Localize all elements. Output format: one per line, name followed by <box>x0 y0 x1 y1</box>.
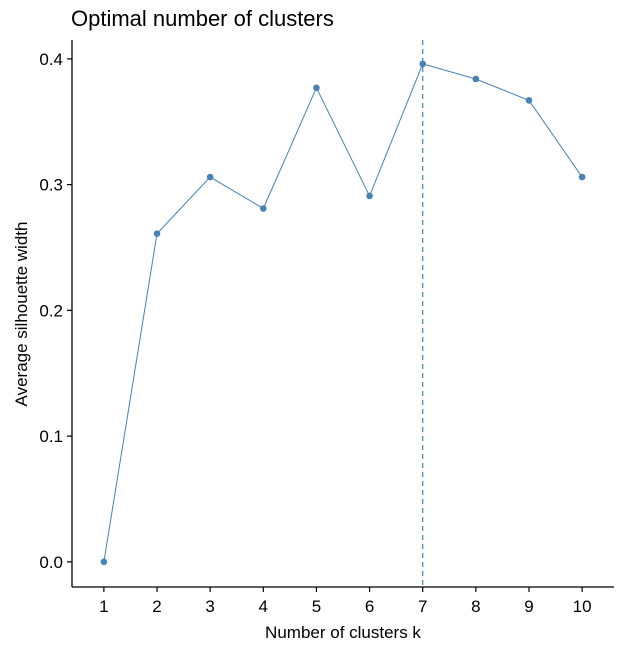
y-tick-label: 0.2 <box>39 301 63 320</box>
data-point <box>100 558 108 566</box>
x-tick-label: 8 <box>471 597 480 616</box>
y-tick-label: 0.4 <box>39 50 63 69</box>
x-tick-label: 3 <box>205 597 214 616</box>
data-point <box>578 173 586 181</box>
x-tick-label: 4 <box>259 597 268 616</box>
x-tick-label: 7 <box>418 597 427 616</box>
x-tick-label: 2 <box>152 597 161 616</box>
data-point <box>153 230 161 237</box>
x-tick-label: 10 <box>573 597 592 616</box>
y-ticks: 0.0 0.1 0.2 0.3 0.4 <box>39 50 72 572</box>
y-tick-label: 0.1 <box>39 427 63 446</box>
x-tick-label: 1 <box>99 597 108 616</box>
x-axis-title: Number of clusters k <box>265 623 421 642</box>
data-points <box>100 60 586 566</box>
data-point <box>525 97 533 104</box>
series-line <box>103 63 583 562</box>
data-point <box>366 192 373 200</box>
y-tick-label: 0.0 <box>39 553 63 572</box>
data-point <box>206 173 214 181</box>
y-tick-label: 0.3 <box>39 176 63 195</box>
data-point <box>259 205 267 212</box>
data-point <box>472 75 480 83</box>
y-axis-title: Average silhouette width <box>12 222 31 407</box>
chart-title: Optimal number of clusters <box>71 6 334 31</box>
data-point <box>313 84 320 92</box>
axes <box>71 40 614 588</box>
data-point <box>419 60 427 68</box>
x-tick-label: 6 <box>365 597 374 616</box>
x-ticks: 1 2 3 4 5 6 7 8 9 10 <box>99 587 592 616</box>
x-tick-label: 9 <box>524 597 533 616</box>
x-tick-label: 5 <box>312 597 321 616</box>
